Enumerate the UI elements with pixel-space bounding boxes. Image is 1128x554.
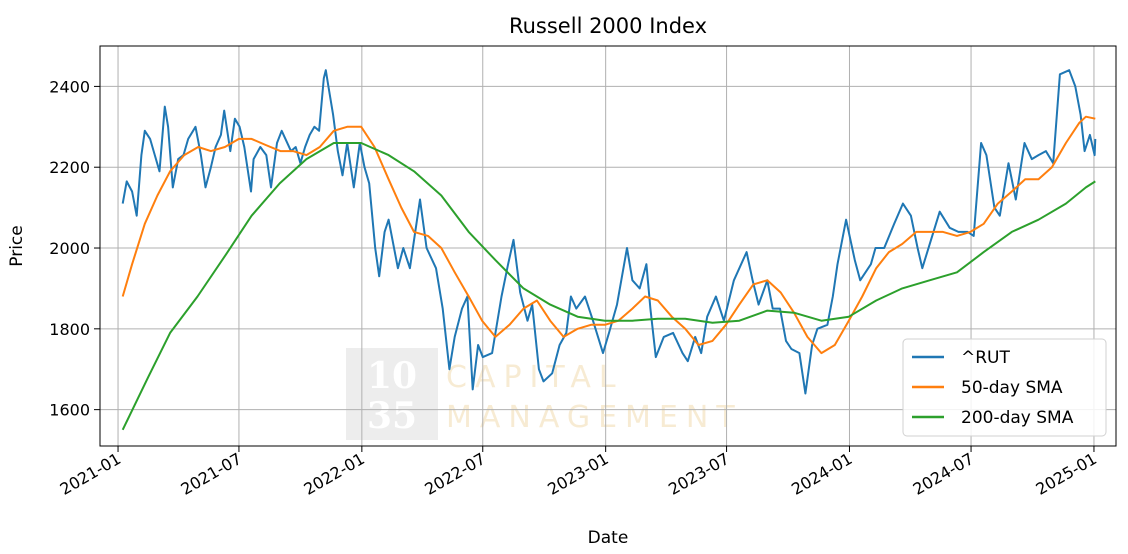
- watermark: 10 35 CAPITAL MANAGEMENT: [346, 348, 743, 440]
- series-line-50-day-sma: [121, 115, 1096, 355]
- x-tick-label: 2023-01: [544, 449, 611, 499]
- legend-box: [902, 338, 1107, 437]
- watermark-word-bottom: MANAGEMENT: [446, 400, 743, 435]
- x-tick-label: 2024-07: [910, 449, 977, 499]
- y-axis-title: Price: [7, 225, 27, 266]
- y-tick-label: 1600: [49, 401, 90, 420]
- x-tick-label: 2024-01: [788, 449, 855, 499]
- x-axis-title: Date: [588, 528, 629, 548]
- x-tick-label: 2023-07: [665, 449, 732, 499]
- x-tick-label: 2025-01: [1033, 449, 1100, 499]
- y-tick-label: 1800: [49, 320, 90, 339]
- x-tick-label: 2022-07: [421, 449, 488, 499]
- series-line-200-day-sma: [121, 142, 1096, 431]
- x-tick-label: 2022-01: [300, 449, 367, 499]
- series-line-rut: [121, 69, 1097, 395]
- y-tick-label: 2000: [49, 239, 90, 258]
- series-layer: [121, 69, 1097, 431]
- watermark-badge: [346, 348, 438, 440]
- y-tick-label: 2200: [49, 158, 90, 177]
- x-tick-label: 2021-01: [57, 449, 124, 499]
- y-tick-label: 2400: [49, 77, 90, 96]
- legend-label: 200-day SMA: [961, 408, 1074, 428]
- watermark-numeral-top: 10: [367, 355, 417, 397]
- x-tick-label: 2021-07: [178, 449, 245, 499]
- legend: ^RUT 50-day SMA 200-day SMA: [902, 338, 1107, 437]
- chart-title: Russell 2000 Index: [509, 14, 707, 38]
- legend-label: 50-day SMA: [961, 378, 1063, 398]
- plot-frame: [99, 45, 1117, 447]
- legend-label: ^RUT: [961, 348, 1010, 368]
- watermark-numeral-bottom: 35: [367, 395, 417, 437]
